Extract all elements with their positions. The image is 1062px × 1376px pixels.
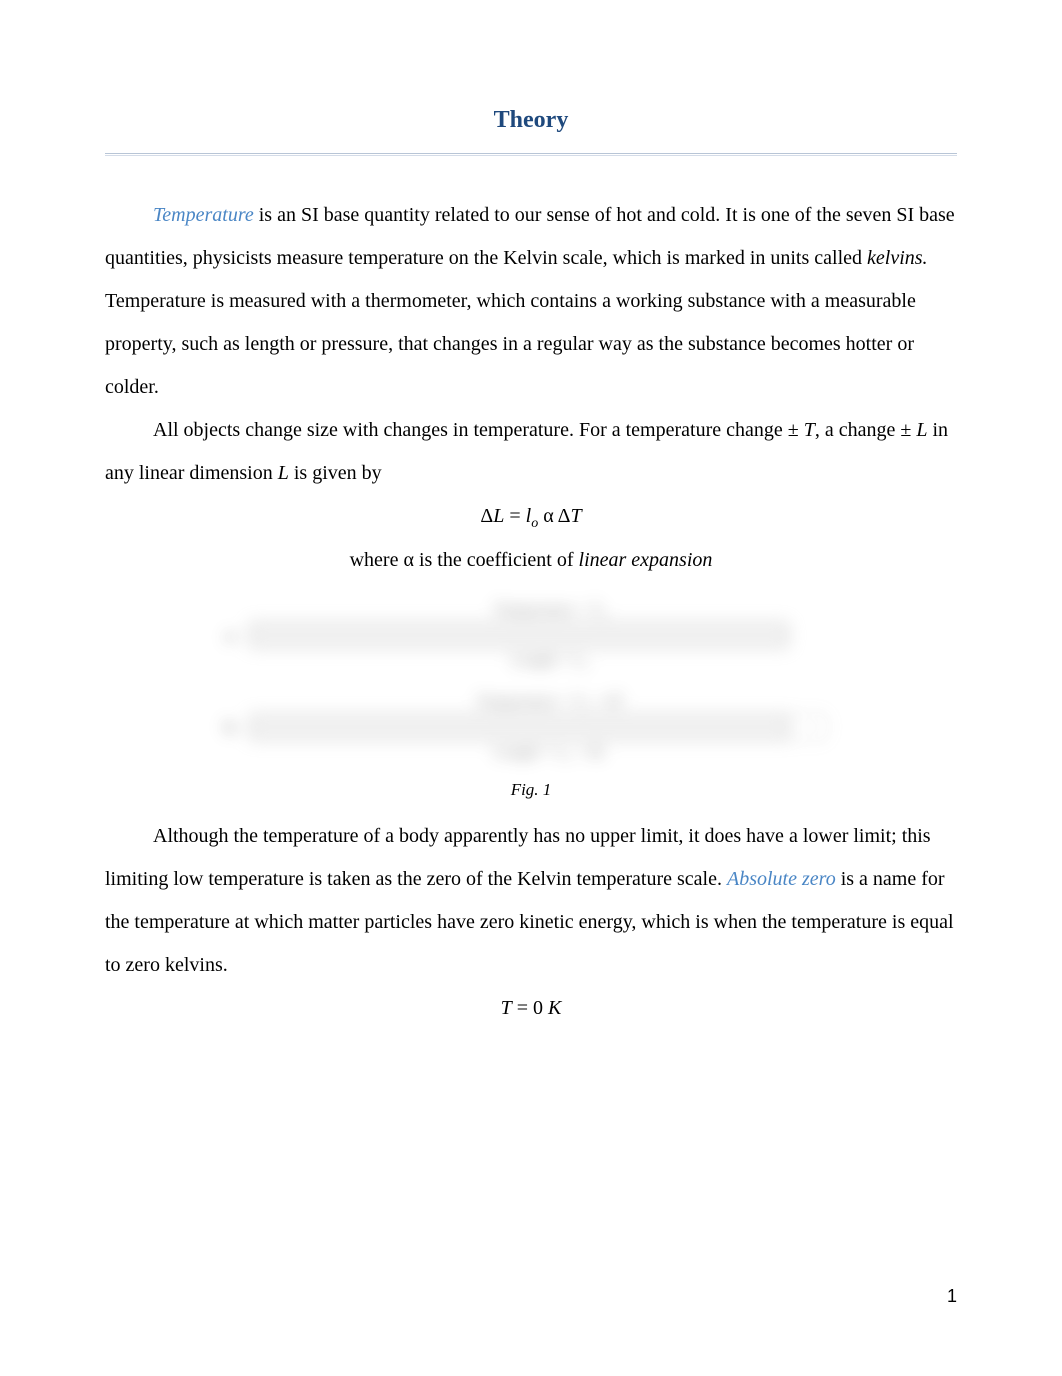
page-number: 1 [947, 1277, 957, 1316]
eq1-alpha: α [538, 505, 557, 527]
title-underline [105, 153, 957, 156]
figure-row-a: a Temperature = T₀ Length = L₀ [211, 600, 851, 670]
eq2-t: T [501, 997, 512, 1019]
bar-a-bottom-caption: Length = L₀ [249, 651, 851, 670]
bar-b-extension [787, 714, 827, 740]
eq1-l-upper: L [493, 505, 504, 527]
note-italic: linear expansion [579, 549, 713, 571]
p2-var-t: T [804, 419, 815, 441]
eq1-equals: = [504, 505, 525, 527]
p1-italic: kelvins. [867, 247, 928, 269]
bar-group-b: Temperature = T₀ + dT Length = L₀ + dL [249, 692, 851, 762]
p2-var-l1: L [916, 419, 927, 441]
figure-row-b: b Temperature = T₀ + dT Length = L₀ + dL [211, 692, 851, 762]
p2-text-d: is given by [289, 462, 382, 484]
figure-label-b: b [211, 708, 249, 747]
equation-note: where α is the coefficient of linear exp… [105, 539, 957, 582]
note-text: where α is the coefficient of [350, 549, 579, 571]
eq1-delta: Δ [480, 505, 493, 527]
bar-b-bottom-caption: Length = L₀ + dL [249, 743, 851, 762]
bar-b-rect [249, 714, 789, 740]
term-temperature: Temperature [153, 204, 254, 226]
p1-text-b: Temperature is measured with a thermomet… [105, 290, 916, 398]
figure-caption: Fig. 1 [105, 772, 957, 809]
p2-var-l2: L [278, 462, 289, 484]
page-title: Theory [105, 95, 957, 147]
bar-a-rect [249, 622, 789, 648]
p2-text-b: , a change ± [815, 419, 916, 441]
eq1-t: T [570, 505, 581, 527]
paragraph-2: All objects change size with changes in … [105, 409, 957, 495]
eq1-delta2: Δ [558, 505, 571, 527]
figure-label-a: a [211, 616, 249, 655]
bar-b-top-caption: Temperature = T₀ + dT [249, 692, 851, 711]
paragraph-3: Although the temperature of a body appar… [105, 815, 957, 987]
equation-2: T = 0 K [105, 987, 957, 1030]
p2-text-a: All objects change size with changes in … [153, 419, 804, 441]
paragraph-1: Temperature is an SI base quantity relat… [105, 194, 957, 409]
figure-blur-region: a Temperature = T₀ Length = L₀ b Tempera… [211, 600, 851, 763]
bar-group-a: Temperature = T₀ Length = L₀ [249, 600, 851, 670]
bar-a-top-caption: Temperature = T₀ [249, 600, 851, 619]
equation-1: ΔL = lo α ΔT [105, 495, 957, 539]
figure-1: a Temperature = T₀ Length = L₀ b Tempera… [211, 600, 851, 763]
term-absolute-zero: Absolute zero [727, 868, 836, 890]
eq2-equals: = 0 [512, 997, 548, 1019]
eq2-k: K [548, 997, 561, 1019]
